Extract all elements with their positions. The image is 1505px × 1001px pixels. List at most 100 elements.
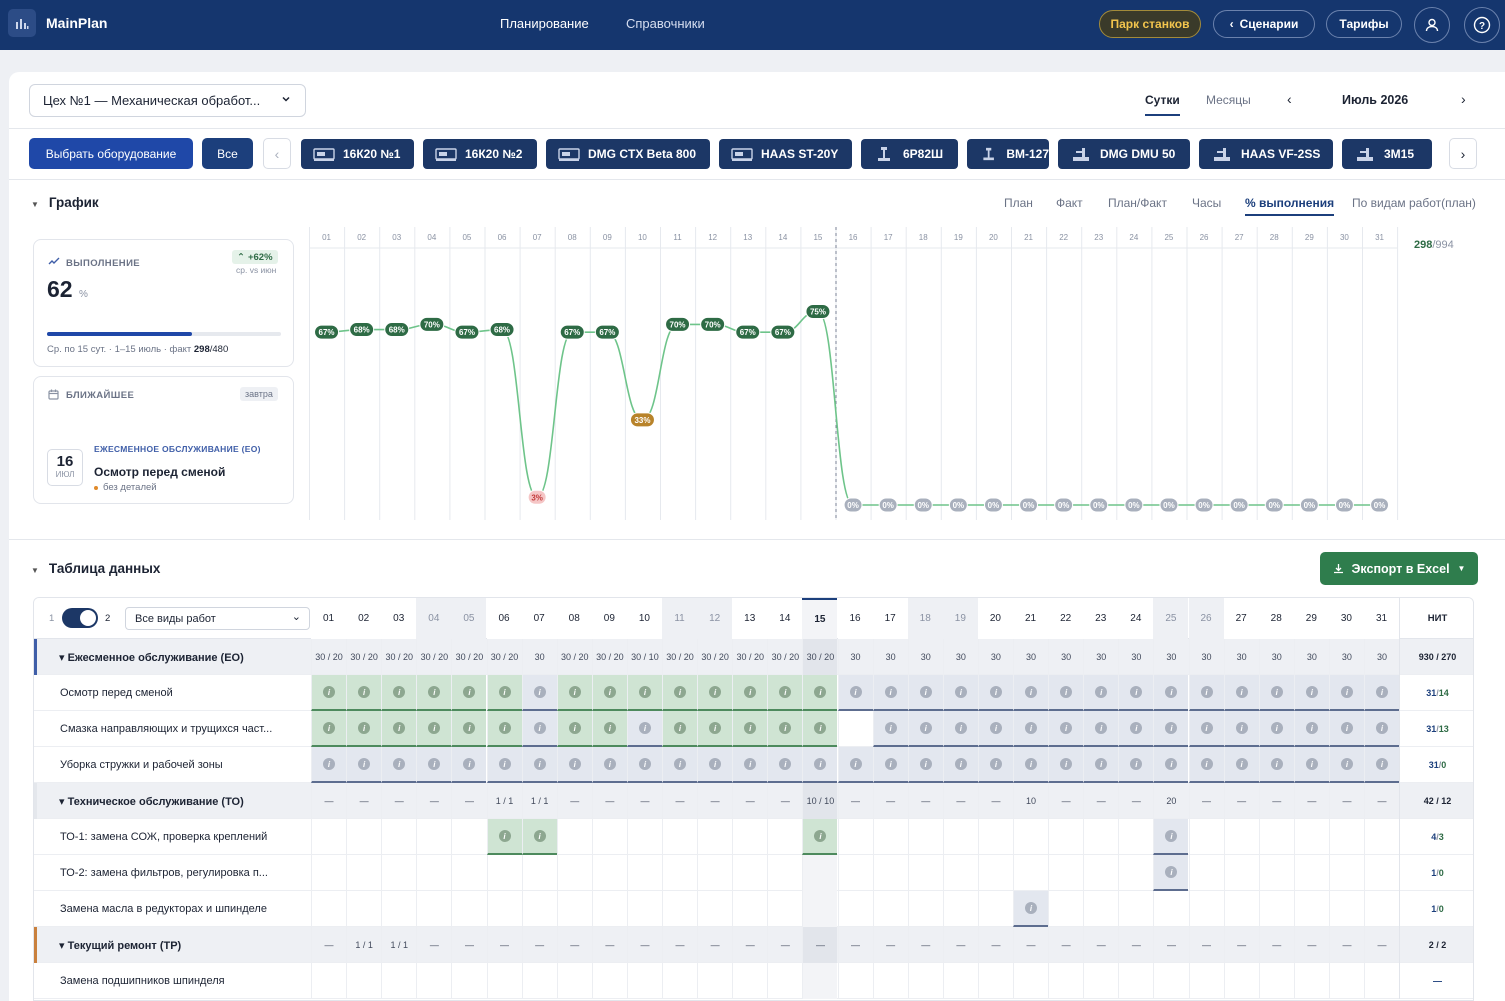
machine-chip[interactable]: HAAS ST-20Y (719, 139, 852, 169)
table-row[interactable] (34, 819, 1473, 855)
task-cell[interactable]: i (416, 747, 452, 783)
task-cell[interactable] (1048, 891, 1083, 927)
machine-park-button[interactable]: Парк станков (1099, 10, 1201, 38)
task-cell[interactable]: i (486, 675, 522, 711)
task-cell[interactable] (872, 855, 908, 891)
info-icon[interactable]: i (1025, 722, 1038, 734)
data-point[interactable]: 67% (559, 324, 585, 340)
task-cell[interactable] (1293, 819, 1329, 855)
info-icon[interactable]: i (1270, 686, 1283, 698)
task-cell[interactable]: i (1013, 747, 1049, 783)
task-cell[interactable]: i (1293, 747, 1329, 783)
task-cell[interactable] (591, 891, 627, 927)
info-icon[interactable]: i (1270, 758, 1283, 770)
task-cell[interactable] (872, 819, 908, 855)
task-cell[interactable]: i (486, 819, 522, 855)
day-column-header[interactable]: 10 (626, 598, 662, 639)
task-cell[interactable] (732, 891, 767, 927)
day-column-header[interactable]: 09 (591, 598, 627, 639)
info-icon[interactable]: i (779, 686, 792, 698)
info-icon[interactable]: i (989, 686, 1002, 698)
task-cell[interactable] (521, 855, 557, 891)
machine-chip[interactable]: 6Р82Ш (861, 139, 958, 169)
info-icon[interactable]: i (1305, 758, 1318, 770)
info-icon[interactable]: i (674, 686, 687, 698)
data-point[interactable]: 68% (489, 322, 515, 338)
task-cell[interactable] (1153, 963, 1188, 999)
data-point[interactable]: 0% (1159, 497, 1179, 513)
task-cell[interactable]: i (1293, 711, 1329, 747)
day-column-header[interactable]: 23 (1083, 598, 1119, 639)
day-column-header[interactable]: 22 (1048, 598, 1084, 639)
task-cell[interactable]: i (1013, 675, 1049, 711)
task-cell[interactable]: i (1364, 675, 1400, 711)
task-cell[interactable] (1223, 855, 1259, 891)
machine-chip[interactable]: 16К20 №1 (301, 139, 414, 169)
info-icon[interactable]: i (849, 758, 862, 770)
table-section-title[interactable]: ▼ Таблица данных (31, 561, 160, 576)
task-cell[interactable] (381, 819, 416, 855)
task-cell[interactable] (1223, 819, 1259, 855)
task-cell[interactable] (1223, 891, 1259, 927)
task-cell[interactable]: i (1153, 855, 1189, 891)
machine-chip[interactable]: 16К20 №2 (423, 139, 537, 169)
task-cell[interactable] (767, 855, 802, 891)
nav-planning[interactable]: Планирование (500, 16, 589, 31)
info-icon[interactable]: i (428, 758, 441, 770)
info-icon[interactable]: i (884, 686, 897, 698)
task-cell[interactable]: i (662, 747, 698, 783)
task-cell[interactable] (662, 891, 697, 927)
task-cell[interactable] (1328, 855, 1364, 891)
task-cell[interactable]: i (1293, 675, 1329, 711)
info-icon[interactable]: i (954, 722, 967, 734)
table-row[interactable] (34, 963, 1473, 999)
info-icon[interactable]: i (1376, 758, 1389, 770)
info-icon[interactable]: i (1060, 722, 1073, 734)
data-point[interactable]: 0% (878, 497, 898, 513)
info-icon[interactable]: i (779, 722, 792, 734)
info-icon[interactable]: i (744, 686, 757, 698)
info-icon[interactable]: i (463, 686, 476, 698)
day-column-header[interactable]: 20 (977, 598, 1013, 639)
task-cell[interactable]: i (1364, 711, 1400, 747)
task-cell[interactable]: i (802, 711, 838, 747)
info-icon[interactable]: i (1165, 830, 1178, 842)
task-cell[interactable] (1118, 855, 1153, 891)
info-icon[interactable]: i (1305, 686, 1318, 698)
task-cell[interactable]: i (1048, 711, 1084, 747)
day-column-header[interactable]: 25 (1153, 598, 1189, 639)
machine-chip[interactable]: 3М15 (1342, 139, 1432, 169)
task-cell[interactable] (556, 891, 592, 927)
task-cell[interactable]: i (942, 711, 978, 747)
info-icon[interactable]: i (393, 722, 406, 734)
data-point[interactable]: 3% (527, 489, 547, 505)
task-cell[interactable]: i (1083, 711, 1119, 747)
task-cell[interactable] (1188, 855, 1224, 891)
info-icon[interactable]: i (498, 686, 511, 698)
data-point[interactable]: 68% (384, 322, 410, 338)
task-cell[interactable] (977, 819, 1013, 855)
task-cell[interactable]: i (1188, 747, 1224, 783)
task-cell[interactable]: i (381, 711, 417, 747)
task-cell[interactable] (451, 855, 486, 891)
tab-plan[interactable]: План (1004, 196, 1033, 210)
info-icon[interactable]: i (1340, 758, 1353, 770)
info-icon[interactable]: i (498, 722, 511, 734)
task-cell[interactable] (451, 819, 486, 855)
info-icon[interactable]: i (849, 686, 862, 698)
task-cell[interactable]: i (802, 675, 838, 711)
task-cell[interactable] (907, 963, 943, 999)
task-cell[interactable]: i (451, 711, 487, 747)
task-cell[interactable] (872, 891, 908, 927)
info-icon[interactable]: i (1025, 686, 1038, 698)
task-cell[interactable] (1364, 963, 1399, 999)
task-cell[interactable]: i (1153, 711, 1189, 747)
tab-hours[interactable]: Часы (1192, 196, 1222, 210)
data-point[interactable]: 67% (454, 324, 480, 340)
task-cell[interactable]: i (837, 747, 873, 783)
task-cell[interactable] (872, 963, 908, 999)
task-cell[interactable] (556, 855, 592, 891)
task-cell[interactable] (381, 891, 416, 927)
info-icon[interactable]: i (463, 722, 476, 734)
task-cell[interactable] (311, 891, 346, 927)
